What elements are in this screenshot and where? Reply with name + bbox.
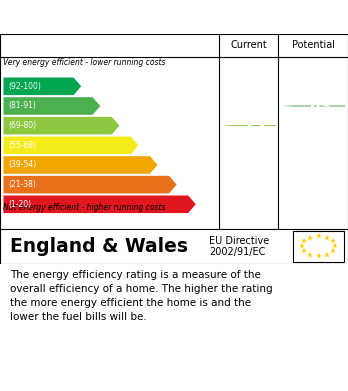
Text: Very energy efficient - lower running costs: Very energy efficient - lower running co… [3,58,166,67]
Text: (1-20): (1-20) [9,200,32,209]
Text: England & Wales: England & Wales [10,237,188,256]
Text: B: B [102,97,116,115]
Text: F: F [179,176,190,193]
Polygon shape [3,176,177,194]
Text: (21-38): (21-38) [9,180,37,189]
Text: E: E [159,156,172,174]
Text: D: D [140,137,155,154]
Text: A: A [83,78,96,95]
Polygon shape [3,136,139,154]
Bar [293,231,344,262]
Polygon shape [3,156,158,174]
Text: Potential: Potential [292,40,335,50]
Text: Current: Current [230,40,267,50]
Text: (55-68): (55-68) [9,141,37,150]
Text: (81-91): (81-91) [9,102,37,111]
Text: C: C [121,117,134,134]
Polygon shape [222,125,276,126]
Text: Not energy efficient - higher running costs: Not energy efficient - higher running co… [3,203,166,212]
Polygon shape [3,97,100,115]
Text: The energy efficiency rating is a measure of the
overall efficiency of a home. T: The energy efficiency rating is a measur… [10,270,273,322]
Text: Energy Efficiency Rating: Energy Efficiency Rating [10,9,231,25]
Polygon shape [3,77,81,95]
Text: (92-100): (92-100) [9,82,41,91]
Text: 89: 89 [309,99,330,113]
Text: EU Directive
2002/91/EC: EU Directive 2002/91/EC [209,235,269,257]
Polygon shape [3,117,119,135]
Text: G: G [198,196,212,213]
Polygon shape [3,196,196,213]
Text: 73: 73 [244,118,265,133]
Text: (69-80): (69-80) [9,121,37,130]
Text: (39-54): (39-54) [9,160,37,169]
